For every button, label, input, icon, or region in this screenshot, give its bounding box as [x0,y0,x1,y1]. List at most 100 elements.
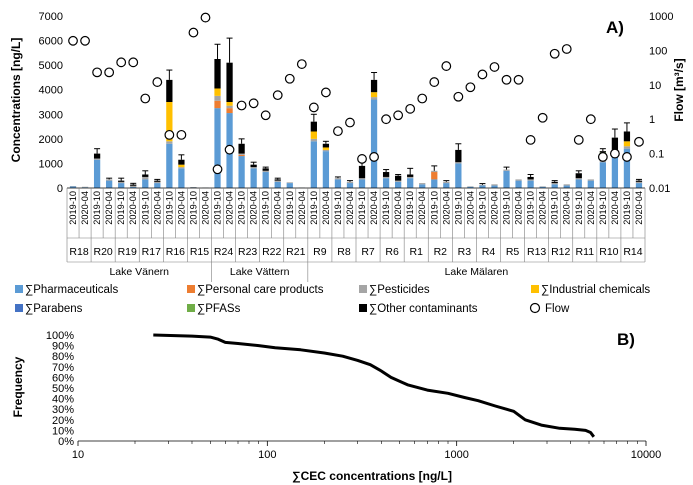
x-tick-date-label: 2019-10 [526,191,536,225]
legend-item-other-contaminants: ∑Other contaminants [359,303,478,315]
site-label: R1 [409,246,423,258]
site-label: R7 [361,246,375,258]
x-tick-date-label: 2019-10 [598,191,608,225]
bar-segment [491,184,498,186]
bar-segment [214,108,221,188]
bar-segment [563,184,570,186]
panel-a-label: A) [606,18,624,37]
x-tick-date-label: 2020-04 [321,191,331,225]
bar-segment [262,168,269,171]
bar-segment [130,187,137,188]
flow-marker [489,62,500,72]
bar-segment [322,151,330,188]
flow-marker [357,154,367,164]
flow-marker [92,67,103,78]
bar-segment [106,180,113,188]
flow-marker [272,90,283,101]
site-label: R17 [142,246,161,258]
x-tick-date-label: 2019-10 [309,191,319,225]
site-label: R5 [506,246,520,258]
x-tick-date-label: 2019-10 [261,191,271,225]
svg-text:∑Personal care products: ∑Personal care products [197,284,324,296]
bar-segment [93,159,101,188]
panel-b-y-tick-label: 30% [52,404,74,416]
bar-segment [322,143,330,148]
bar-segment [262,170,269,173]
flow-marker [152,77,163,87]
bar-segment [214,88,221,96]
flow-marker [477,69,488,80]
y2-tick-label: 0.1 [649,149,664,161]
panel-b-y-tick-label: 100% [46,330,74,342]
panel-b-y-tick-label: 90% [52,341,74,353]
x-tick-date-label: 2020-04 [225,191,235,225]
legend-item-industrial-chemicals: ∑Industrial chemicals [531,284,650,296]
flow-marker [585,114,596,125]
bar-segment [286,182,293,184]
bar-segment [623,131,631,142]
bar-segment [250,167,257,169]
flow-marker [393,110,404,121]
x-tick-date-label: 2019-10 [550,191,560,225]
flow-marker [212,164,223,175]
x-tick-date-label: 2020-04 [273,191,283,225]
flow-marker [176,129,187,140]
x-tick-date-label: 2019-10 [188,191,198,225]
bar-segment [370,92,378,98]
flow-marker [345,117,355,128]
bar-segment [419,184,426,188]
flow-marker [333,126,343,137]
site-label: R4 [482,246,496,258]
bar-segment [503,169,510,171]
site-label: R10 [599,246,618,258]
x-tick-date-label: 2019-10 [140,191,150,225]
flow-marker [634,136,644,147]
flow-marker [465,82,476,93]
flow-marker [200,12,211,23]
y2-tick-label: 0.01 [649,183,670,195]
flow-marker [284,73,295,84]
bar-segment [274,179,281,181]
x-tick-date-label: 2020-04 [104,191,114,225]
bar-segment [274,180,281,182]
x-tick-date-label: 2020-04 [514,191,524,225]
x-tick-date-label: 2019-10 [622,191,632,225]
svg-text:Flow: Flow [545,303,570,315]
panel-b-x-tick-label: 1000 [444,449,468,461]
site-label: R6 [385,246,399,258]
x-tick-date-label: 2020-04 [249,191,259,225]
bar-segment [334,178,342,180]
flow-marker [308,102,319,113]
bar-segment [346,183,354,188]
x-tick-date-label: 2020-04 [176,191,186,225]
svg-text:∑Parabens: ∑Parabens [25,303,83,315]
site-label: R9 [313,246,327,258]
bar-segment [551,183,558,185]
site-label: R3 [458,246,472,258]
x-tick-date-label: 2020-04 [538,191,548,225]
site-label: R12 [551,246,570,258]
flow-marker [248,98,259,109]
bar-segment [130,184,137,186]
x-tick-date-label: 2020-04 [80,191,90,225]
bar-segment [310,138,317,142]
bar-segment [214,59,221,89]
svg-text:∑Industrial chemicals: ∑Industrial chemicals [541,284,650,296]
panel-b-x-tick-label: 10 [72,449,84,461]
panel-b-x-tick-label: 100 [258,449,276,461]
bar-segment [431,170,438,173]
bar-segment [286,183,293,188]
y2-tick-label: 10 [649,80,661,92]
panel-b-y-tick-label: 40% [52,394,74,406]
flow-marker [224,144,235,155]
bar-segment [419,183,426,185]
bar-segment [358,179,366,188]
x-tick-date-label: 2020-04 [610,191,620,225]
x-tick-date-label: 2019-10 [453,191,463,225]
x-tick-date-label: 2019-10 [405,191,415,225]
svg-text:∑PFASs: ∑PFASs [197,303,241,315]
bar-segment [515,179,522,181]
bar-segment [587,180,594,188]
panel-b-label: B) [617,330,635,349]
x-tick-date-label: 2020-04 [562,191,572,225]
